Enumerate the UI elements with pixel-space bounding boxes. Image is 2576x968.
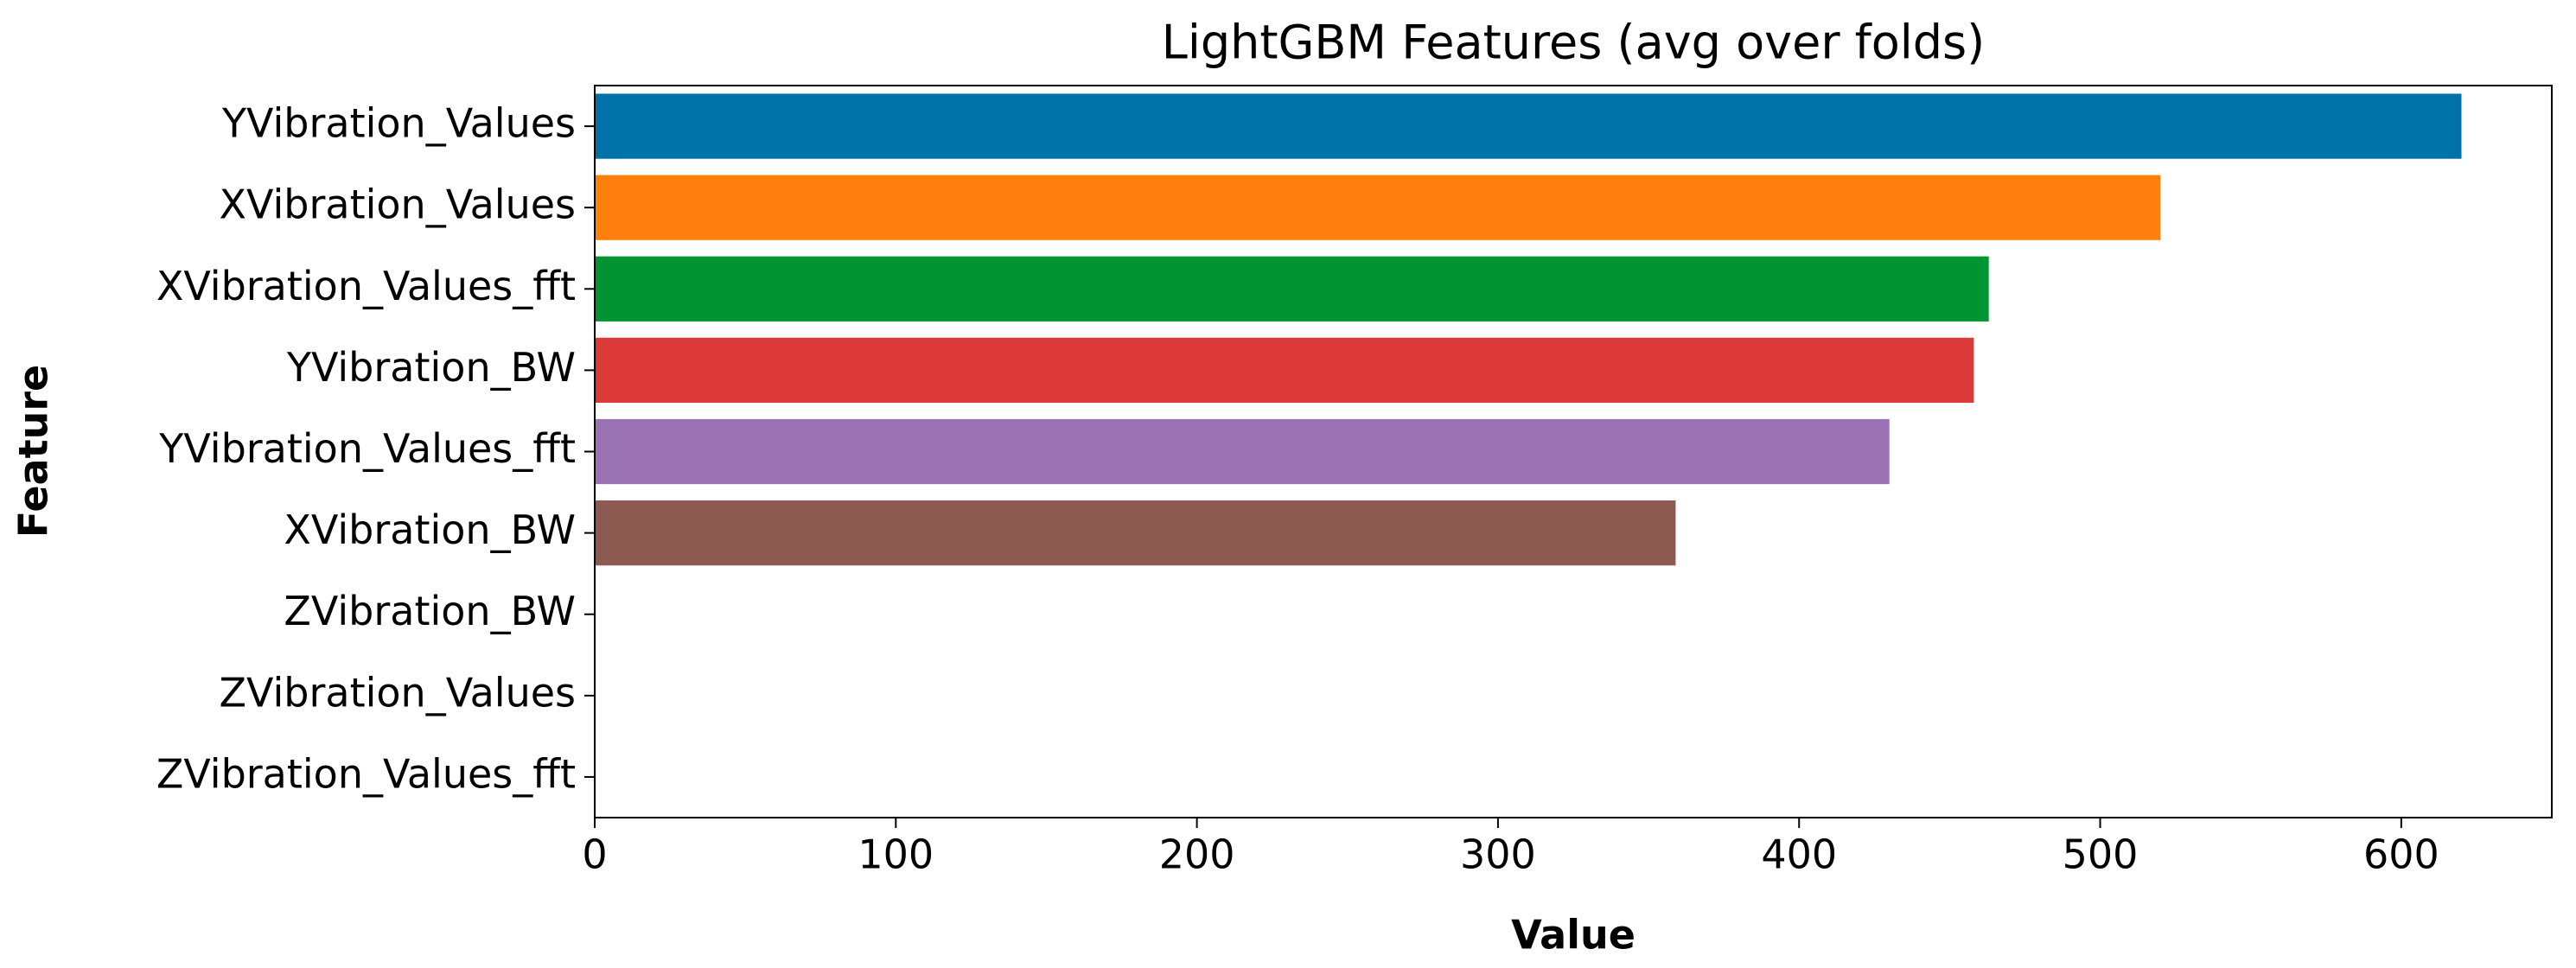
y-tick-label: ZVibration_Values <box>220 669 576 716</box>
bar <box>595 337 1974 404</box>
chart-title: LightGBM Features (avg over folds) <box>1162 16 1985 70</box>
x-tick-label: 100 <box>858 831 934 878</box>
y-tick-label: XVibration_Values_fft <box>156 263 576 309</box>
y-tick-label: XVibration_BW <box>284 506 576 553</box>
plot-frame <box>594 85 2553 818</box>
y-tick-label: YVibration_Values_fft <box>158 425 576 472</box>
x-tick-label: 400 <box>1761 831 1837 878</box>
x-tick-label: 0 <box>582 831 607 878</box>
y-tick-label: YVibration_Values <box>221 100 576 147</box>
x-tick-label: 200 <box>1159 831 1235 878</box>
y-tick-label: ZVibration_Values_fft <box>156 750 576 797</box>
y-tick-label: ZVibration_BW <box>284 588 576 634</box>
y-axis-label: Feature <box>10 365 57 538</box>
bar <box>595 500 1676 566</box>
x-tick-label: 500 <box>2063 831 2139 878</box>
x-tick-label: 300 <box>1460 831 1536 878</box>
y-tick-label: YVibration_BW <box>286 344 576 391</box>
y-tick-label: XVibration_Values <box>220 182 576 228</box>
bar <box>595 418 1890 485</box>
bar <box>595 175 2161 240</box>
bar <box>595 93 2462 159</box>
x-tick-label: 600 <box>2363 831 2439 878</box>
bar <box>595 256 1989 322</box>
x-axis-label: Value <box>1511 912 1636 958</box>
